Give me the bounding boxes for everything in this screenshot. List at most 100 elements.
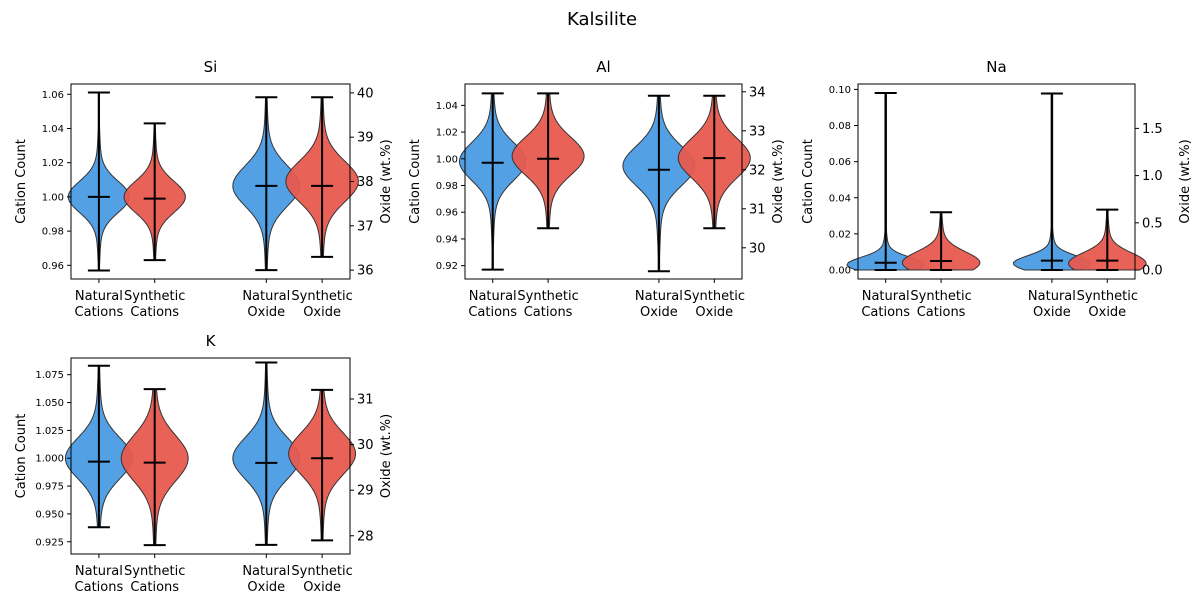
subplot-na: Na 0.00 0.02 0.04 0.06 0.08 0.10 0.0 0.5 1.0 1.5 Na… (801, 58, 1193, 320)
left-tick-label: 1.000 (35, 454, 64, 465)
right-tick-label: 40 (357, 86, 374, 101)
x-tick-label-line: Cations (468, 305, 517, 320)
right-tick-label: 31 (357, 393, 374, 408)
x-tick-label-line: Natural (1028, 289, 1076, 304)
subplot-title: Na (986, 58, 1006, 76)
subplot-al: Al 0.92 0.94 0.96 0.98 1.00 1.02 1.04 30 31 32 33 34… (408, 58, 786, 320)
left-tick-label: 1.025 (35, 426, 64, 437)
x-tick-label-line: Natural (75, 289, 123, 304)
x-tick-label-line: Natural (242, 564, 290, 579)
x-tick-label-line: Cations (75, 305, 124, 320)
right-tick-label: 32 (749, 163, 766, 178)
right-tick-label: 31 (749, 202, 766, 217)
left-tick-label: 1.02 (42, 158, 64, 169)
x-tick-label-line: Cations (75, 580, 124, 595)
plot-frame (857, 83, 1136, 280)
right-tick-label: 1.0 (1142, 169, 1163, 184)
x-tick-label-line: Oxide (1088, 305, 1126, 320)
x-tick-label-line: Oxide (1033, 305, 1071, 320)
right-tick-label: 34 (749, 85, 766, 100)
x-tick-label: Natural Cations (861, 289, 910, 320)
left-tick-label: 0.02 (829, 229, 851, 240)
right-tick-label: 29 (357, 484, 374, 499)
subplot-si: Si 0.96 0.98 1.00 1.02 1.04 1.06 36 37 38 39 40 Natu… (14, 58, 394, 320)
left-tick-label: 0.98 (42, 227, 64, 238)
x-tick-label: Natural Cations (75, 289, 124, 320)
x-tick-label: Synthetic Cations (124, 564, 185, 595)
y-axis-label: Cation Count (408, 139, 423, 224)
subplot-title: Si (204, 58, 218, 76)
x-tick-label-line: Oxide (303, 580, 341, 595)
x-tick-label-line: Natural (242, 289, 290, 304)
right-tick-label: 0.0 (1142, 264, 1163, 279)
right-tick-label: 0.5 (1142, 216, 1163, 231)
y-axis-right-label: Oxide (wt.%) (379, 414, 394, 498)
x-tick-label: Natural Oxide (242, 564, 290, 595)
right-tick-label: 30 (357, 438, 374, 453)
x-tick-label-line: Cations (861, 305, 910, 320)
x-tick-label-line: Synthetic (1077, 289, 1138, 304)
x-tick-label-line: Natural (862, 289, 910, 304)
x-tick-label-line: Synthetic (684, 289, 745, 304)
right-tick-label: 28 (357, 529, 374, 544)
x-tick-label-line: Oxide (695, 305, 733, 320)
left-tick-label: 0.96 (42, 261, 64, 272)
x-tick-label-line: Synthetic (517, 289, 578, 304)
x-tick-label-line: Cations (130, 305, 179, 320)
x-tick-label-line: Oxide (640, 305, 678, 320)
left-tick-label: 0.04 (829, 193, 851, 204)
left-tick-label: 0.08 (829, 121, 851, 132)
left-tick-label: 1.06 (42, 90, 64, 101)
x-tick-label: Synthetic Oxide (684, 289, 745, 320)
x-tick-label: Synthetic Oxide (1077, 289, 1138, 320)
x-tick-label-line: Synthetic (291, 564, 352, 579)
x-tick-label: Natural Oxide (242, 289, 290, 320)
left-tick-label: 1.050 (35, 398, 64, 409)
x-tick-label-line: Oxide (247, 580, 285, 595)
right-tick-label: 37 (357, 219, 374, 234)
left-tick-label: 1.075 (35, 370, 64, 381)
right-tick-label: 1.5 (1142, 122, 1163, 137)
left-tick-label: 0.98 (436, 181, 458, 192)
x-tick-label-line: Oxide (303, 305, 341, 320)
x-tick-label-line: Synthetic (291, 289, 352, 304)
left-tick-label: 0.925 (35, 537, 64, 548)
x-tick-label-line: Natural (75, 564, 123, 579)
left-tick-label: 0.92 (436, 261, 458, 272)
x-tick-label-line: Cations (130, 580, 179, 595)
subplot-title: K (206, 332, 217, 350)
figure-title: Kalsilite (567, 9, 637, 30)
x-tick-label-line: Oxide (247, 305, 285, 320)
plot-frame (464, 83, 743, 280)
y-axis-label: Cation Count (801, 139, 816, 224)
x-tick-label-line: Cations (917, 305, 966, 320)
x-tick-label-line: Synthetic (124, 564, 185, 579)
x-tick-label: Natural Oxide (635, 289, 683, 320)
left-tick-label: 0.00 (829, 265, 851, 276)
y-axis-right-label: Oxide (wt.%) (379, 139, 394, 223)
right-tick-label: 38 (357, 175, 374, 190)
subplots: Si 0.96 0.98 1.00 1.02 1.04 1.06 36 37 38 39 40 Natu… (14, 58, 1193, 595)
y-axis-right-label: Oxide (wt.%) (1178, 139, 1193, 223)
x-tick-label-line: Natural (635, 289, 683, 304)
x-tick-label-line: Synthetic (124, 289, 185, 304)
subplot-k: K 0.925 0.950 0.975 1.000 1.025 1.050 1.075 28 29… (14, 332, 394, 595)
right-tick-label: 36 (357, 264, 374, 279)
right-tick-label: 39 (357, 131, 374, 146)
x-tick-label: Natural Oxide (1028, 289, 1076, 320)
y-axis-label: Cation Count (14, 414, 29, 499)
left-tick-label: 1.02 (436, 128, 458, 139)
left-tick-label: 0.975 (35, 482, 64, 493)
left-tick-label: 0.94 (436, 234, 458, 245)
left-tick-label: 1.00 (42, 192, 64, 203)
x-tick-label-line: Cations (524, 305, 573, 320)
left-tick-label: 0.06 (829, 157, 851, 168)
x-tick-label: Synthetic Cations (910, 289, 971, 320)
left-tick-label: 0.96 (436, 208, 458, 219)
y-axis-label: Cation Count (14, 139, 29, 224)
left-tick-label: 1.04 (42, 124, 64, 135)
subplot-title: Al (596, 58, 610, 76)
left-tick-label: 1.04 (436, 101, 458, 112)
x-tick-label: Natural Cations (75, 564, 124, 595)
